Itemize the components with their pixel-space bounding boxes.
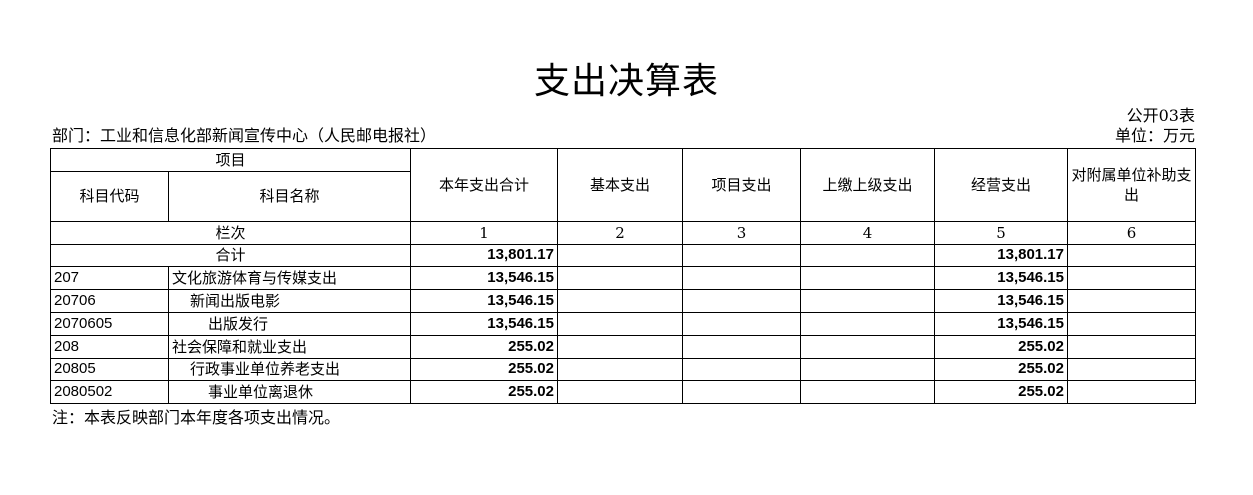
row-value xyxy=(557,266,683,291)
row-value: 255.02 xyxy=(934,380,1068,405)
row-value xyxy=(557,380,683,405)
row-value xyxy=(557,357,683,382)
row-index-5: 5 xyxy=(934,220,1068,245)
subject-name: 新闻出版电影 xyxy=(168,289,411,313)
total-label: 合计 xyxy=(50,243,411,268)
subject-name: 出版发行 xyxy=(168,311,411,336)
row-value: 13,546.15 xyxy=(934,311,1068,336)
row-value: 255.02 xyxy=(410,380,558,405)
row-value: 13,546.15 xyxy=(934,289,1068,313)
subject-code: 208 xyxy=(50,334,169,359)
row-value xyxy=(682,334,801,359)
row-value xyxy=(682,380,801,405)
row-value xyxy=(557,334,683,359)
total-value: 13,801.17 xyxy=(934,243,1068,268)
header-item: 项目 xyxy=(50,148,411,172)
row-value xyxy=(1067,311,1196,336)
row-index-4: 4 xyxy=(800,220,935,245)
row-value xyxy=(1067,289,1196,313)
subject-name: 行政事业单位养老支出 xyxy=(168,357,411,382)
row-value xyxy=(800,334,935,359)
row-value xyxy=(682,289,801,313)
department-label: 部门：工业和信息化部新闻宣传中心（人民邮电报社） xyxy=(52,126,437,145)
row-value xyxy=(800,357,935,382)
total-value: 13,801.17 xyxy=(410,243,558,268)
row-value: 13,546.15 xyxy=(410,266,558,291)
table-row: 2070605 出版发行 13,546.15 13,546.15 xyxy=(50,311,1196,336)
header-col-3: 项目支出 xyxy=(682,148,801,222)
row-value xyxy=(1067,380,1196,405)
header-col-4: 上缴上级支出 xyxy=(800,148,935,222)
row-value: 255.02 xyxy=(934,357,1068,382)
subject-name: 文化旅游体育与传媒支出 xyxy=(168,266,411,291)
row-value: 255.02 xyxy=(934,334,1068,359)
subject-code: 20706 xyxy=(50,289,169,313)
row-value xyxy=(682,266,801,291)
header-col-6: 对附属单位补助支出 xyxy=(1067,148,1196,222)
table-row: 2080502 事业单位离退休 255.02 255.02 xyxy=(50,380,1196,405)
table-row: 20706 新闻出版电影 13,546.15 13,546.15 xyxy=(50,289,1196,313)
row-value xyxy=(800,380,935,405)
subject-name: 事业单位离退休 xyxy=(168,380,411,405)
subject-code: 20805 xyxy=(50,357,169,382)
row-index-2: 2 xyxy=(557,220,683,245)
table-row: 207 文化旅游体育与传媒支出 13,546.15 13,546.15 xyxy=(50,266,1196,291)
row-value xyxy=(800,266,935,291)
row-value xyxy=(800,311,935,336)
row-value: 13,546.15 xyxy=(410,311,558,336)
table-note: 注：本表反映部门本年度各项支出情况。 xyxy=(52,408,341,427)
row-index-label: 栏次 xyxy=(50,220,411,245)
header-col-5: 经营支出 xyxy=(934,148,1068,222)
form-number: 公开03表 xyxy=(1126,106,1195,125)
unit-label: 单位：万元 xyxy=(1114,126,1195,145)
row-index-1: 1 xyxy=(410,220,558,245)
row-value xyxy=(557,311,683,336)
subject-code: 2070605 xyxy=(50,311,169,336)
total-value xyxy=(557,243,683,268)
table-row: 208 社会保障和就业支出 255.02 255.02 xyxy=(50,334,1196,359)
total-value xyxy=(800,243,935,268)
row-value: 255.02 xyxy=(410,334,558,359)
row-value xyxy=(557,289,683,313)
subject-name: 社会保障和就业支出 xyxy=(168,334,411,359)
row-index-6: 6 xyxy=(1067,220,1196,245)
total-value xyxy=(682,243,801,268)
subject-code: 207 xyxy=(50,266,169,291)
subject-code: 2080502 xyxy=(50,380,169,405)
row-value xyxy=(1067,266,1196,291)
row-index-3: 3 xyxy=(682,220,801,245)
expenditure-table: 项目 本年支出合计 基本支出 项目支出 上缴上级支出 经营支出 对附属单位补助支… xyxy=(50,148,1196,405)
row-value xyxy=(1067,334,1196,359)
row-value xyxy=(682,311,801,336)
header-name: 科目名称 xyxy=(168,170,411,222)
row-value xyxy=(800,289,935,313)
total-value xyxy=(1067,243,1196,268)
page-title: 支出决算表 xyxy=(533,61,719,102)
row-value xyxy=(682,357,801,382)
header-col-2: 基本支出 xyxy=(557,148,683,222)
row-value xyxy=(1067,357,1196,382)
header-col-1: 本年支出合计 xyxy=(410,148,558,222)
table-row: 20805 行政事业单位养老支出 255.02 255.02 xyxy=(50,357,1196,382)
row-value: 13,546.15 xyxy=(410,289,558,313)
row-value: 13,546.15 xyxy=(934,266,1068,291)
row-value: 255.02 xyxy=(410,357,558,382)
header-code: 科目代码 xyxy=(50,170,169,222)
